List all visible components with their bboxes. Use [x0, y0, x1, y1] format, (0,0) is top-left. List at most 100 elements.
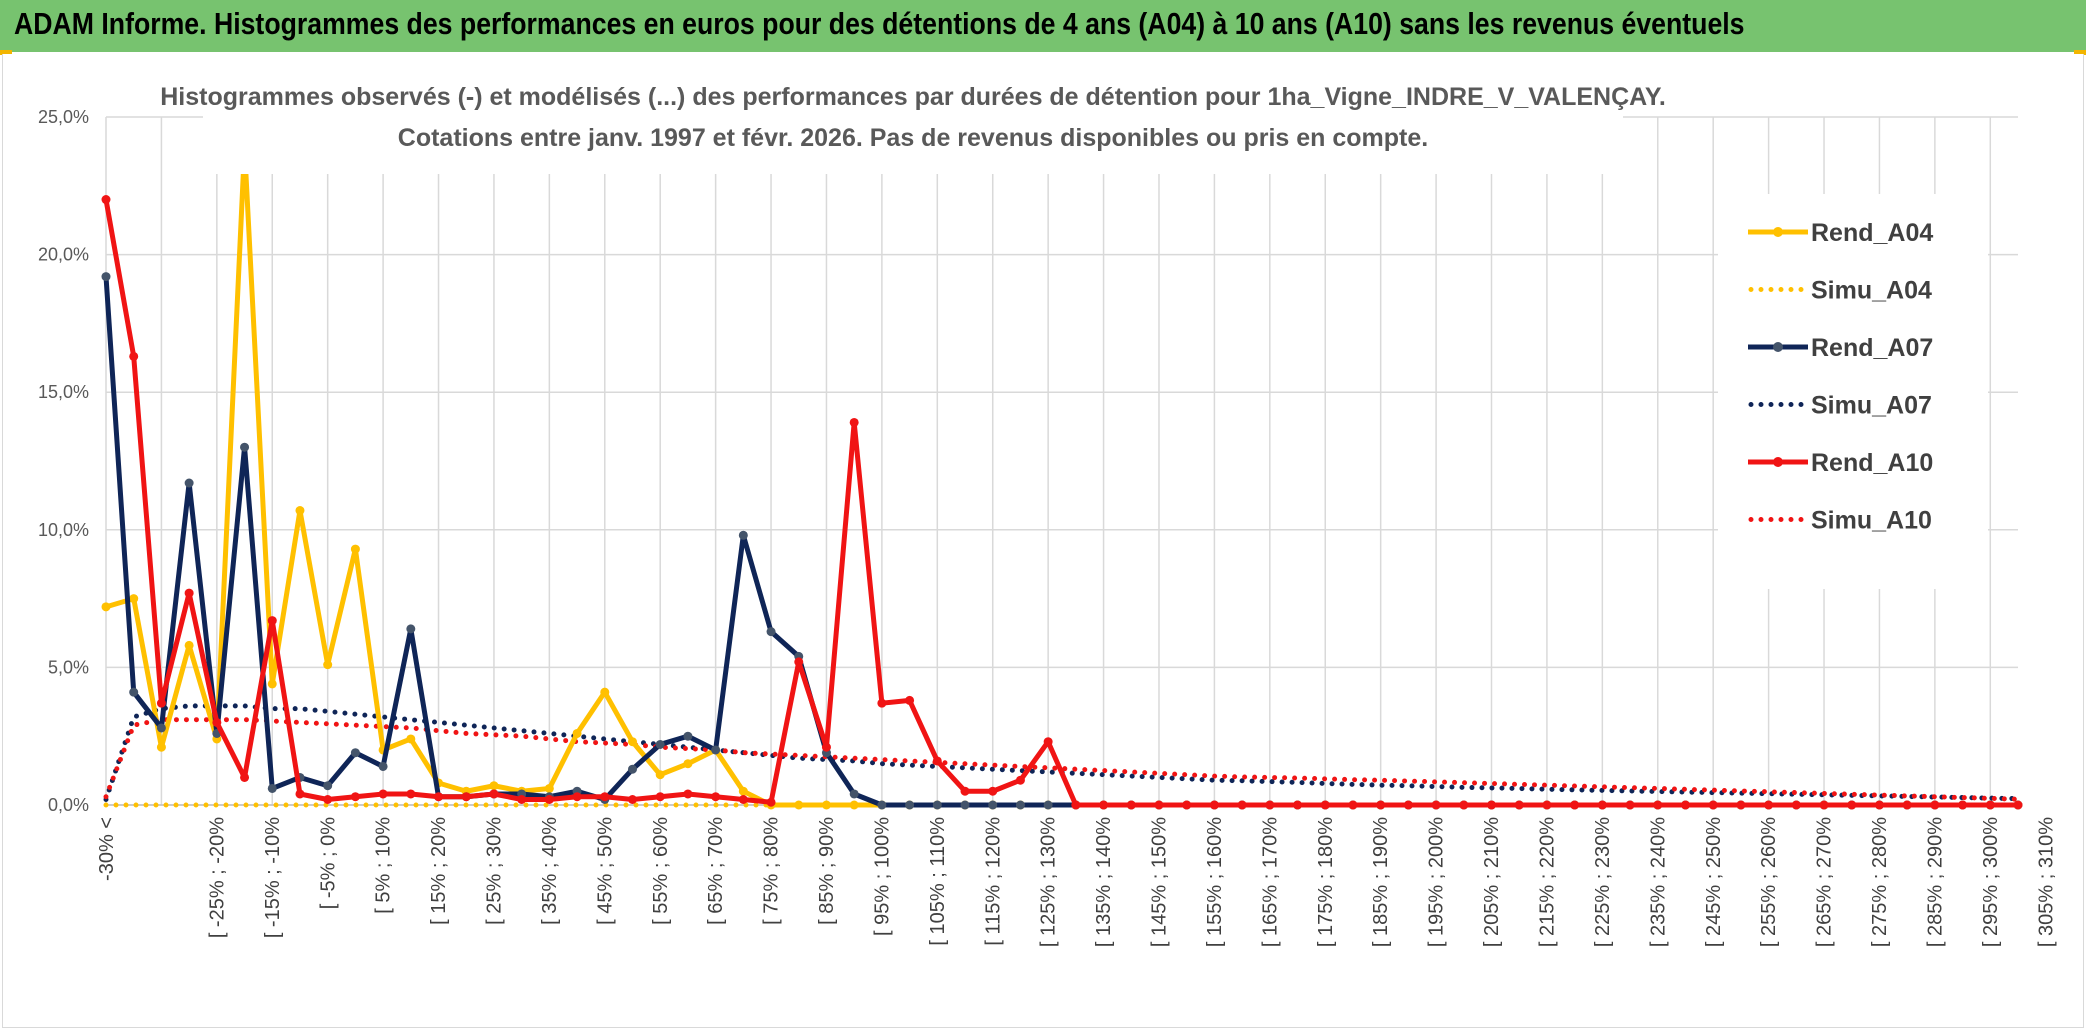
x-tick-label: [ 225% ; 230%	[1592, 817, 1614, 947]
point-Rend_A10	[156, 698, 166, 708]
point-Rend_A10	[849, 417, 859, 427]
x-tick-label: [ 215% ; 220%	[1537, 817, 1559, 947]
point-Rend_A10	[184, 588, 194, 598]
point-Rend_A10	[2013, 800, 2023, 810]
point-Rend_A07	[406, 624, 416, 634]
point-Rend_A04	[267, 679, 277, 689]
x-tick-label: [ 305% ; 310%	[2035, 817, 2057, 947]
point-Rend_A04	[572, 728, 582, 738]
point-Rend_A10	[572, 792, 582, 802]
point-Rend_A04	[184, 640, 194, 650]
point-Rend_A10	[267, 616, 277, 626]
point-Rend_A10	[1154, 800, 1164, 810]
chart-panel: 0,0% 5,0% 10,0% 15,0% 20,0% 25,0% -30% < [ -25…	[2, 54, 2084, 1028]
point-Rend_A10	[988, 786, 998, 796]
point-Rend_A10	[1071, 800, 1081, 810]
point-Rend_A07	[655, 739, 665, 749]
point-Rend_A07	[267, 783, 277, 793]
point-Rend_A10	[350, 792, 360, 802]
x-tick-label: [ 135% ; 140%	[1093, 817, 1115, 947]
legend-label-Simu_A10: Simu_A10	[1811, 507, 1932, 535]
point-Rend_A10	[960, 786, 970, 796]
point-Rend_A10	[1487, 800, 1497, 810]
banner-accent-left	[0, 50, 12, 55]
y-tick-label: 5,0%	[48, 657, 89, 677]
point-Rend_A04	[794, 800, 804, 810]
point-Rend_A07	[711, 745, 721, 755]
x-tick-label: [ -25% ; -20%	[206, 817, 228, 938]
x-tick-label: [ 65% ; 70%	[705, 817, 727, 925]
y-tick-label: 10,0%	[38, 520, 89, 540]
point-Rend_A10	[1265, 800, 1275, 810]
point-Rend_A04	[627, 737, 637, 747]
line-Simu_A10	[103, 717, 2021, 802]
point-Rend_A10	[378, 789, 388, 799]
point-Rend_A10	[1237, 800, 1247, 810]
subtitle-backdrop	[203, 74, 1623, 174]
point-Rend_A10	[1985, 800, 1995, 810]
point-Rend_A10	[1209, 800, 1219, 810]
x-tick-label: [ 25% ; 30%	[484, 817, 506, 925]
x-tick-label: [ 85% ; 90%	[816, 817, 838, 925]
point-Rend_A10	[600, 792, 610, 802]
point-Rend_A04	[323, 660, 333, 670]
x-tick-label: [ 155% ; 160%	[1204, 817, 1226, 947]
y-axis-ticks: 0,0% 5,0% 10,0% 15,0% 20,0% 25,0%	[38, 107, 89, 815]
legend-marker-Rend_A07	[1773, 342, 1783, 352]
point-Rend_A10	[1431, 800, 1441, 810]
point-Rend_A04	[655, 770, 665, 780]
x-tick-label: [ 45% ; 50%	[594, 817, 616, 925]
point-Rend_A10	[1320, 800, 1330, 810]
point-Rend_A10	[1043, 737, 1053, 747]
point-Rend_A10	[489, 789, 499, 799]
point-Rend_A10	[129, 351, 139, 361]
point-Rend_A10	[406, 789, 416, 799]
point-Rend_A04	[683, 759, 693, 769]
point-Rend_A10	[1182, 800, 1192, 810]
series-lines	[101, 142, 2023, 810]
x-tick-label: [ 295% ; 300%	[1980, 817, 2002, 947]
point-Rend_A04	[101, 602, 111, 612]
point-Rend_A10	[1514, 800, 1524, 810]
point-Rend_A10	[1847, 800, 1857, 810]
point-Rend_A10	[1653, 800, 1663, 810]
legend-label-Simu_A07: Simu_A07	[1811, 392, 1932, 420]
x-tick-label: [ 75% ; 80%	[761, 817, 783, 925]
point-Rend_A10	[1736, 800, 1746, 810]
point-Rend_A10	[711, 792, 721, 802]
point-Rend_A10	[295, 789, 305, 799]
x-tick-label: [ -5% ; 0%	[317, 817, 339, 909]
point-Rend_A07	[156, 723, 166, 733]
point-Rend_A04	[600, 687, 610, 697]
x-tick-label: [ 105% ; 110%	[927, 817, 949, 946]
point-Rend_A10	[323, 794, 333, 804]
point-Rend_A10	[877, 698, 887, 708]
chart-subtitle-line2: Cotations entre janv. 1997 et févr. 2026…	[398, 124, 1428, 152]
point-Rend_A10	[1902, 800, 1912, 810]
point-Rend_A10	[1376, 800, 1386, 810]
x-tick-label: [ 265% ; 270%	[1814, 817, 1836, 947]
point-Rend_A07	[877, 800, 887, 810]
banner-accent-right	[2074, 50, 2086, 55]
page-title: ADAM Informe. Histogrammes des performan…	[14, 6, 1745, 41]
point-Rend_A07	[905, 800, 915, 810]
x-tick-label: -30% <	[96, 817, 118, 881]
y-tick-label: 20,0%	[38, 245, 89, 265]
y-tick-label: 0,0%	[48, 795, 89, 815]
point-Rend_A04	[489, 781, 499, 791]
point-Rend_A10	[738, 794, 748, 804]
point-Rend_A10	[821, 742, 831, 752]
point-Rend_A10	[1930, 800, 1940, 810]
point-Rend_A10	[1791, 800, 1801, 810]
point-Rend_A10	[240, 772, 250, 782]
point-Rend_A10	[434, 792, 444, 802]
point-Rend_A07	[738, 530, 748, 540]
point-Rend_A07	[378, 761, 388, 771]
x-tick-label: [ 275% ; 280%	[1869, 817, 1891, 947]
point-Rend_A10	[1126, 800, 1136, 810]
point-Rend_A04	[350, 544, 360, 554]
point-Rend_A07	[1043, 800, 1053, 810]
point-Rend_A10	[1570, 800, 1580, 810]
chart-subtitle-line1: Histogrammes observés (-) et modélisés (…	[160, 83, 1666, 111]
x-tick-label: [ 195% ; 200%	[1426, 817, 1448, 947]
